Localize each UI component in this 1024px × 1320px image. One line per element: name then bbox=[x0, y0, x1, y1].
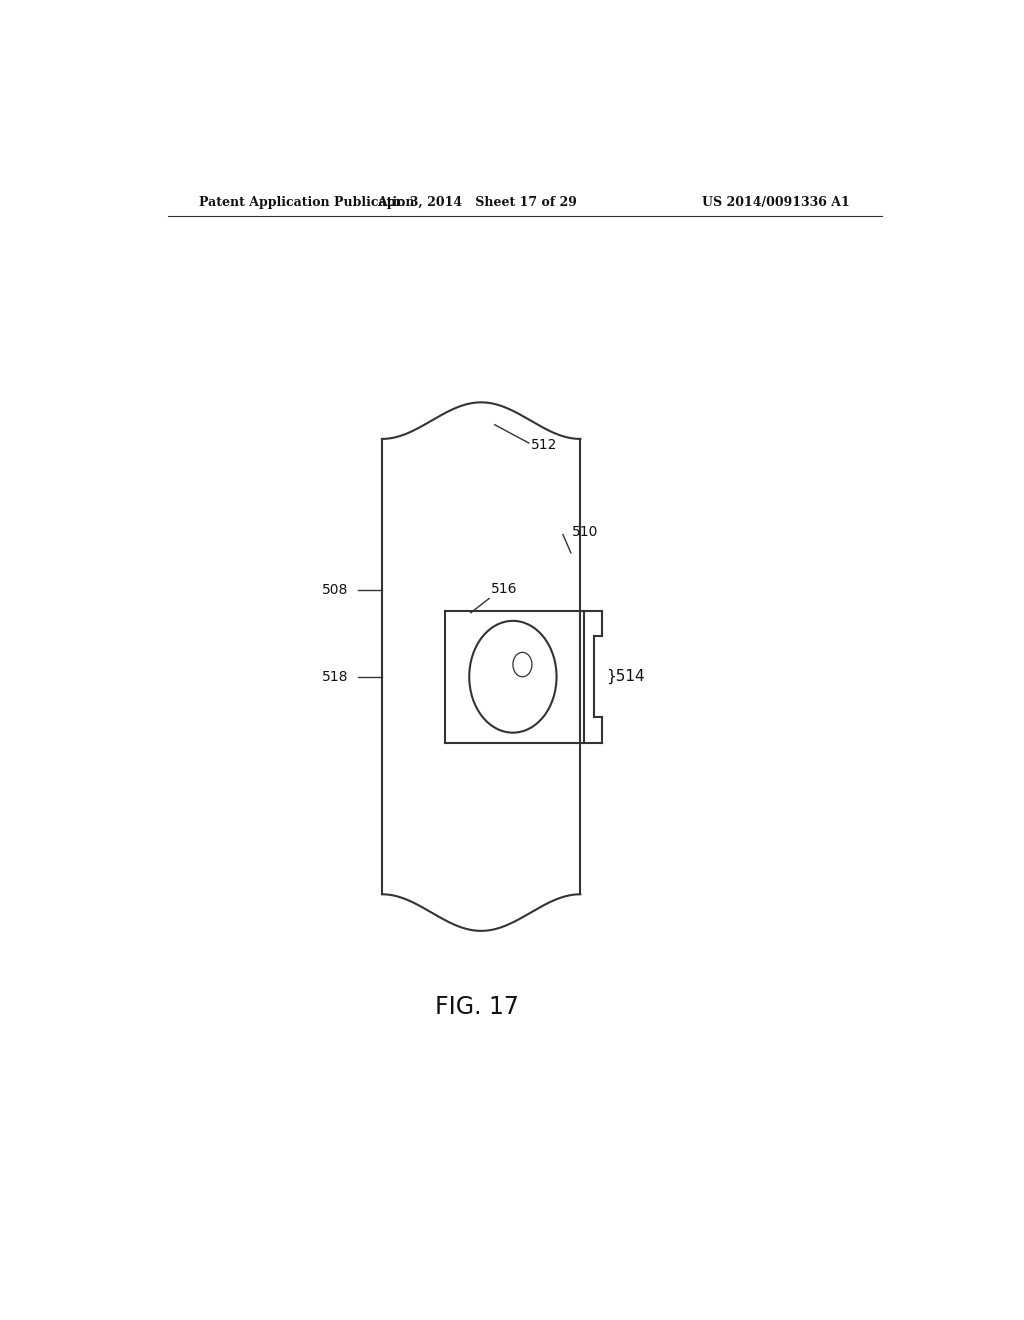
Text: 516: 516 bbox=[490, 582, 517, 597]
Text: US 2014/0091336 A1: US 2014/0091336 A1 bbox=[702, 195, 850, 209]
Text: Patent Application Publication: Patent Application Publication bbox=[200, 195, 415, 209]
Text: 508: 508 bbox=[323, 583, 348, 598]
Text: Apr. 3, 2014   Sheet 17 of 29: Apr. 3, 2014 Sheet 17 of 29 bbox=[377, 195, 578, 209]
Text: 518: 518 bbox=[323, 669, 348, 684]
Text: FIG. 17: FIG. 17 bbox=[435, 995, 519, 1019]
Text: }514: }514 bbox=[606, 669, 645, 684]
Text: 512: 512 bbox=[531, 438, 557, 451]
Text: 510: 510 bbox=[572, 525, 599, 540]
